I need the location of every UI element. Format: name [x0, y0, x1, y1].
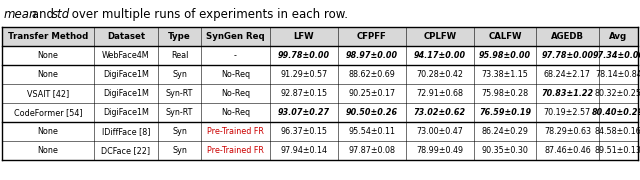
Text: 97.78±0.00: 97.78±0.00 [541, 51, 593, 60]
Text: 78.14±0.84: 78.14±0.84 [595, 70, 640, 79]
Text: 99.78±0.00: 99.78±0.00 [278, 51, 330, 60]
Bar [2, 27, 638, 160]
Text: None: None [38, 70, 58, 79]
Text: 90.50±0.26: 90.50±0.26 [346, 108, 398, 117]
Text: 96.37±0.15: 96.37±0.15 [280, 127, 327, 136]
Text: and: and [28, 8, 58, 21]
Text: 73.38±1.15: 73.38±1.15 [482, 70, 529, 79]
Bar [2, 103, 638, 122]
Text: DigiFace1M: DigiFace1M [103, 108, 149, 117]
Text: Avg: Avg [609, 32, 627, 41]
Text: 70.19±2.57: 70.19±2.57 [544, 108, 591, 117]
Text: 97.87±0.08: 97.87±0.08 [348, 146, 396, 155]
Text: DigiFace1M: DigiFace1M [103, 89, 149, 98]
Text: 68.24±2.17: 68.24±2.17 [544, 70, 591, 79]
Text: 73.02±0.62: 73.02±0.62 [414, 108, 466, 117]
Text: std: std [52, 8, 70, 21]
Text: Dataset: Dataset [107, 32, 145, 41]
Text: 93.07±0.27: 93.07±0.27 [278, 108, 330, 117]
Text: CodeFormer [54]: CodeFormer [54] [14, 108, 83, 117]
Text: No-Req: No-Req [221, 70, 250, 79]
Text: Syn: Syn [172, 146, 187, 155]
Bar [2, 84, 638, 103]
Text: over multiple runs of experiments in each row.: over multiple runs of experiments in eac… [68, 8, 348, 21]
Text: 98.97±0.00: 98.97±0.00 [346, 51, 398, 60]
Text: 90.35±0.30: 90.35±0.30 [482, 146, 529, 155]
Text: 95.54±0.11: 95.54±0.11 [348, 127, 396, 136]
Text: IDiffFace [8]: IDiffFace [8] [102, 127, 150, 136]
Text: 89.51±0.13: 89.51±0.13 [595, 146, 640, 155]
Text: 86.24±0.29: 86.24±0.29 [481, 127, 529, 136]
Text: -: - [234, 51, 237, 60]
Text: 78.99±0.49: 78.99±0.49 [417, 146, 463, 155]
Text: DCFace [22]: DCFace [22] [102, 146, 150, 155]
Text: CFPFF: CFPFF [357, 32, 387, 41]
Text: 87.46±0.46: 87.46±0.46 [544, 146, 591, 155]
Text: 72.91±0.68: 72.91±0.68 [417, 89, 463, 98]
Text: 76.59±0.19: 76.59±0.19 [479, 108, 531, 117]
Text: DigiFace1M: DigiFace1M [103, 70, 149, 79]
Text: No-Req: No-Req [221, 89, 250, 98]
Text: Type: Type [168, 32, 191, 41]
Text: Pre-Trained FR: Pre-Trained FR [207, 127, 264, 136]
Text: Syn: Syn [172, 70, 187, 79]
Text: 75.98±0.28: 75.98±0.28 [481, 89, 529, 98]
Text: 80.32±0.25: 80.32±0.25 [595, 89, 640, 98]
Text: None: None [38, 146, 58, 155]
Text: 88.62±0.69: 88.62±0.69 [348, 70, 396, 79]
Text: mean: mean [4, 8, 38, 21]
Text: 73.00±0.47: 73.00±0.47 [417, 127, 463, 136]
Text: Syn-RT: Syn-RT [166, 89, 193, 98]
Bar [2, 141, 638, 160]
Text: Pre-Trained FR: Pre-Trained FR [207, 146, 264, 155]
Text: Syn-RT: Syn-RT [166, 108, 193, 117]
Text: No-Req: No-Req [221, 108, 250, 117]
Text: 80.40±0.29: 80.40±0.29 [592, 108, 640, 117]
Bar [2, 27, 638, 46]
Text: 70.28±0.42: 70.28±0.42 [417, 70, 463, 79]
Text: Syn: Syn [172, 127, 187, 136]
Text: 70.83±1.22: 70.83±1.22 [541, 89, 593, 98]
Bar [2, 122, 638, 141]
Text: 95.98±0.00: 95.98±0.00 [479, 51, 531, 60]
Text: 92.87±0.15: 92.87±0.15 [280, 89, 327, 98]
Text: AGEDB: AGEDB [551, 32, 584, 41]
Text: 84.58±0.16: 84.58±0.16 [595, 127, 640, 136]
Text: LFW: LFW [294, 32, 314, 41]
Text: Transfer Method: Transfer Method [8, 32, 88, 41]
Text: 90.25±0.17: 90.25±0.17 [348, 89, 396, 98]
Bar [2, 65, 638, 84]
Text: 97.34±0.00: 97.34±0.00 [592, 51, 640, 60]
Text: 97.94±0.14: 97.94±0.14 [280, 146, 327, 155]
Text: CPLFW: CPLFW [423, 32, 456, 41]
Text: 91.29±0.57: 91.29±0.57 [280, 70, 328, 79]
Text: SynGen Req: SynGen Req [206, 32, 265, 41]
Text: None: None [38, 51, 58, 60]
Text: None: None [38, 127, 58, 136]
Text: 94.17±0.00: 94.17±0.00 [414, 51, 466, 60]
Text: CALFW: CALFW [488, 32, 522, 41]
Text: Real: Real [171, 51, 188, 60]
Text: WebFace4M: WebFace4M [102, 51, 150, 60]
Text: 78.29±0.63: 78.29±0.63 [544, 127, 591, 136]
Text: VSAIT [42]: VSAIT [42] [27, 89, 69, 98]
Bar [2, 46, 638, 65]
